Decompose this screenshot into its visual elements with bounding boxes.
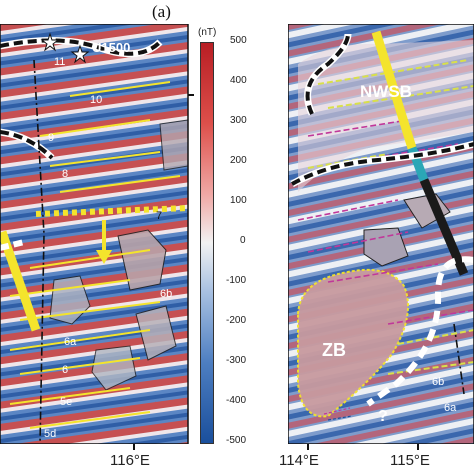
left-x-tick-mark-right <box>188 94 194 96</box>
anomaly-label-6a-right: 6a <box>444 402 457 414</box>
colorbar-tick: 100 <box>230 195 247 206</box>
anomaly-label-5d: 5d <box>44 428 57 440</box>
colorbar-tick: -100 <box>226 275 247 286</box>
well-label: U1500 <box>92 40 131 55</box>
basin-label-zb: ZB <box>322 340 346 360</box>
anomaly-label-9: 9 <box>48 132 55 144</box>
anomaly-label-6b-right: 6b <box>432 376 445 388</box>
colorbar-tick: -200 <box>226 315 247 326</box>
right-x-tick-mark-115 <box>417 444 419 450</box>
basin-label-nwsb: NWSB <box>360 82 412 101</box>
left-magnetic-map <box>0 24 189 444</box>
colorbar-unit: (nT) <box>198 27 217 38</box>
right-x-tick-label-114: 114°E <box>279 452 319 469</box>
right-x-tick-label-115: 115°E <box>390 452 430 469</box>
left-x-tick-mark <box>133 444 135 450</box>
question-mark: ? <box>378 408 388 425</box>
colorbar-tick: 500 <box>230 35 247 46</box>
colorbar-tick: -500 <box>226 435 247 446</box>
colorbar-ticks: 500 400 300 200 100 0 -100 -200 -300 -40… <box>218 35 258 455</box>
right-magnetic-map <box>288 24 474 444</box>
anomaly-label-6a: 6a <box>64 336 77 348</box>
colorbar-tick: 300 <box>230 115 247 126</box>
anomaly-label-10: 10 <box>90 94 103 106</box>
left-x-tick-label: 116°E <box>110 452 150 469</box>
panel-label: (a) <box>152 2 171 21</box>
anomaly-label-6b: 6b <box>160 288 173 300</box>
anomaly-label-6: 6 <box>62 364 69 376</box>
anomaly-label-8: 8 <box>62 168 69 180</box>
colorbar-tick: -300 <box>226 355 247 366</box>
right-x-tick-mark-114 <box>307 444 309 450</box>
colorbar-tick: 200 <box>230 155 247 166</box>
colorbar-tick: 0 <box>240 235 246 246</box>
anomaly-label-11: 11 <box>54 56 66 68</box>
anomaly-label-5e: 5e <box>60 396 73 408</box>
colorbar <box>200 42 214 444</box>
colorbar-tick: -400 <box>226 395 247 406</box>
colorbar-tick: 400 <box>230 75 247 86</box>
anomaly-label-7: 7 <box>156 210 163 222</box>
